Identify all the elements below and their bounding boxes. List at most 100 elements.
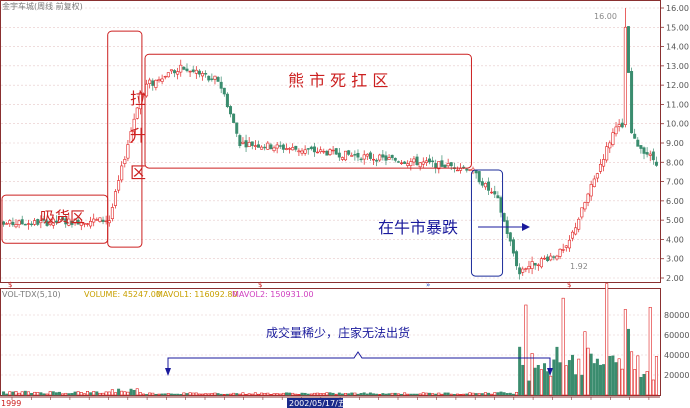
annotation-box bbox=[144, 53, 472, 169]
candle-body bbox=[123, 159, 127, 164]
candle-body bbox=[623, 26, 627, 125]
volume-bar bbox=[36, 392, 40, 396]
volume-bar bbox=[340, 393, 344, 396]
volume-bar bbox=[651, 379, 655, 396]
volume-bar bbox=[539, 369, 543, 396]
candle-body bbox=[294, 145, 298, 150]
candle-body bbox=[2, 221, 6, 225]
candle-body bbox=[390, 154, 394, 158]
candle-body bbox=[241, 141, 245, 144]
volume-bar bbox=[23, 390, 27, 396]
volume-bar bbox=[325, 392, 329, 396]
marker-s-1: $ bbox=[8, 281, 12, 289]
candle-body bbox=[309, 146, 313, 150]
volume-bar bbox=[120, 390, 124, 396]
volume-tick-label: 40000 bbox=[664, 351, 689, 360]
candle-body bbox=[474, 169, 478, 174]
candle-body bbox=[518, 267, 522, 275]
candle-body bbox=[17, 220, 21, 225]
candle-body bbox=[331, 149, 335, 152]
volume-bar bbox=[515, 392, 519, 396]
volume-bar bbox=[250, 393, 254, 396]
volume-bar bbox=[530, 353, 534, 396]
price-tick-label: 12.00 bbox=[666, 81, 689, 90]
price-tick-label: 8.00 bbox=[666, 158, 684, 167]
candle-body bbox=[45, 220, 49, 226]
volume-bar bbox=[244, 394, 248, 396]
volume-bar bbox=[477, 393, 481, 396]
candle-body bbox=[589, 184, 593, 197]
candle-body bbox=[210, 78, 214, 80]
candle-body bbox=[580, 207, 584, 218]
candle-body bbox=[602, 159, 606, 167]
candle-body bbox=[67, 218, 71, 226]
volume-bar bbox=[648, 306, 652, 396]
candle-body bbox=[54, 220, 58, 223]
volume-bar bbox=[229, 393, 233, 396]
volume-bar bbox=[561, 297, 565, 396]
candle-body bbox=[608, 142, 612, 149]
candle-body bbox=[256, 144, 260, 148]
volume-bar bbox=[253, 392, 257, 396]
volume-bar bbox=[524, 304, 528, 396]
volume-bar bbox=[85, 391, 89, 396]
volume-bar bbox=[297, 394, 301, 396]
volume-bar bbox=[160, 393, 164, 396]
volume-bar bbox=[204, 393, 208, 396]
candle-body bbox=[113, 191, 117, 206]
candle-body bbox=[511, 239, 515, 254]
volume-bar bbox=[347, 393, 351, 396]
volume-tick-label: 80000 bbox=[664, 311, 689, 320]
volume-bar bbox=[533, 367, 537, 396]
candle-body bbox=[487, 181, 491, 191]
volume-bar bbox=[179, 393, 183, 396]
volume-bar bbox=[639, 376, 643, 396]
annotation-bear: 熊 市 死 扛 区 bbox=[288, 71, 388, 90]
candle-body bbox=[502, 213, 506, 222]
candle-body bbox=[396, 161, 400, 163]
volume-bar bbox=[26, 391, 30, 396]
volume-bar bbox=[586, 347, 590, 396]
candle-body bbox=[98, 217, 102, 222]
volume-bar bbox=[471, 392, 475, 396]
volume-bar bbox=[235, 393, 239, 396]
candle-body bbox=[269, 144, 273, 150]
candle-body bbox=[11, 221, 15, 226]
volume-bar bbox=[496, 392, 500, 396]
candle-body bbox=[73, 218, 77, 224]
volume-bar bbox=[182, 392, 186, 396]
volume-bar bbox=[303, 392, 307, 396]
candle-body bbox=[350, 155, 354, 157]
candle-body bbox=[30, 223, 34, 226]
candle-body bbox=[605, 146, 609, 161]
volume-note: 成交量稀少，庄家无法出货 bbox=[266, 325, 410, 340]
candle-body bbox=[561, 249, 565, 251]
price-tick-label: 16.00 bbox=[666, 4, 689, 13]
candle-body bbox=[359, 158, 363, 161]
candle-body bbox=[92, 218, 96, 223]
volume-bar bbox=[2, 391, 6, 396]
candle-body bbox=[378, 154, 382, 161]
candle-body bbox=[586, 193, 590, 203]
volume-bar bbox=[400, 393, 404, 396]
volume-bar bbox=[213, 392, 217, 396]
volume-bar bbox=[5, 393, 9, 396]
candle-body bbox=[253, 145, 257, 147]
volume-bar bbox=[141, 393, 145, 396]
volume-bar bbox=[356, 393, 360, 396]
volume-bar bbox=[368, 392, 372, 396]
candle-body bbox=[157, 79, 161, 82]
candle-body bbox=[288, 148, 292, 150]
volume-bar bbox=[123, 391, 127, 396]
candle-body bbox=[368, 152, 372, 159]
volume-bar bbox=[216, 393, 220, 396]
annotation-boxes bbox=[1, 30, 504, 277]
candle-body bbox=[468, 169, 472, 171]
volume-bar bbox=[176, 393, 180, 396]
volume-bar bbox=[132, 389, 136, 396]
candle-body bbox=[536, 264, 540, 266]
volume-bar bbox=[138, 392, 142, 396]
volume-bar bbox=[502, 392, 506, 396]
candle-body bbox=[645, 152, 649, 155]
volume-bar bbox=[266, 392, 270, 396]
